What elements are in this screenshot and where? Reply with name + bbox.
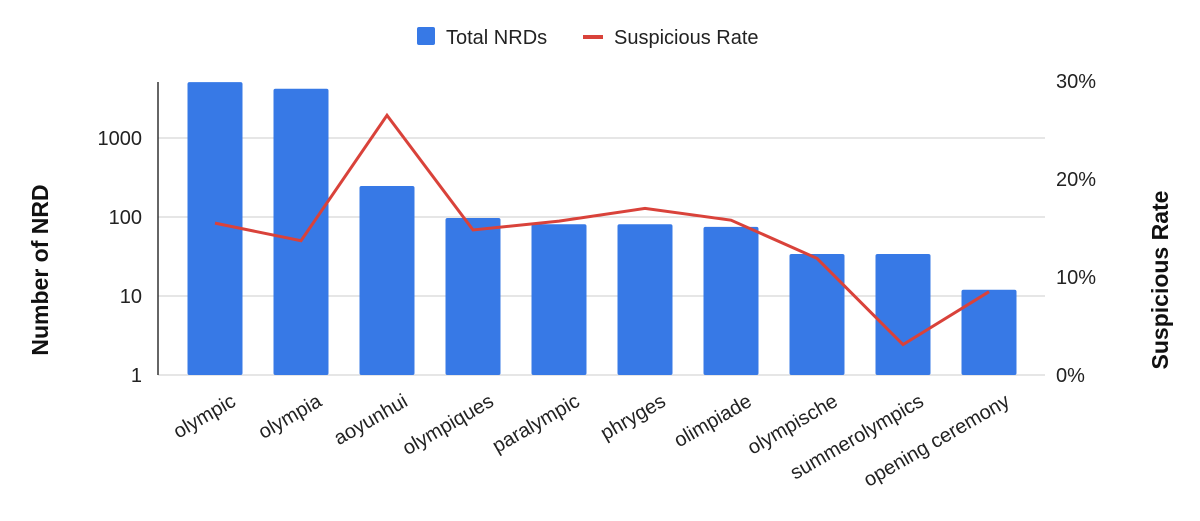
bar xyxy=(359,185,415,375)
legend-swatch-total-nrds xyxy=(417,27,435,45)
y-right-tick-label: 10% xyxy=(1056,267,1096,289)
bar xyxy=(875,254,931,375)
y-tick-label: 1000 xyxy=(98,128,143,150)
x-tick-label: olympic xyxy=(170,390,240,443)
y-tick-label: 100 xyxy=(109,207,142,229)
y-right-tick-label: 20% xyxy=(1056,169,1096,191)
y-right-tick-label: 0% xyxy=(1056,365,1085,387)
bar xyxy=(617,224,673,375)
x-tick-label: olimpiade xyxy=(670,390,755,452)
y-tick-label: 1 xyxy=(131,365,142,387)
x-tick-label: olympia xyxy=(255,390,326,444)
legend-label-total-nrds: Total NRDs xyxy=(446,27,547,49)
x-tick-label: olympiques xyxy=(399,390,498,460)
bar xyxy=(961,289,1017,375)
bar xyxy=(187,82,243,375)
x-tick-label: phryges xyxy=(597,390,670,445)
legend-label-suspicious-rate: Suspicious Rate xyxy=(614,27,759,49)
bar xyxy=(531,224,587,375)
suspicious-rate-line xyxy=(214,112,990,347)
bar xyxy=(445,218,501,375)
x-tick-label: opening ceremony xyxy=(860,390,1014,491)
y-tick-label: 10 xyxy=(120,286,142,308)
bar xyxy=(273,88,329,375)
bar xyxy=(789,254,845,375)
bar xyxy=(703,226,759,375)
x-tick-label: paralympic xyxy=(489,390,584,457)
y-right-tick-label: 30% xyxy=(1056,71,1096,93)
y-axis-title: Number of NRD xyxy=(27,184,53,355)
y-right-axis-title: Suspicious Rate xyxy=(1147,191,1173,370)
